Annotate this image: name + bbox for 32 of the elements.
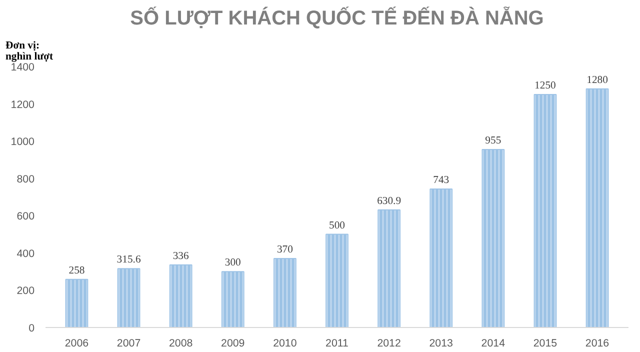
x-tick-label: 2015 (533, 338, 558, 350)
data-label: 315.6 (116, 254, 142, 266)
x-tick-label: 2013 (429, 338, 454, 350)
data-label: 300 (224, 258, 241, 269)
y-axis-title: Đơn vị: nghìn lượt (6, 40, 54, 62)
x-tick-label: 2014 (481, 338, 506, 350)
data-label: 955 (485, 135, 502, 146)
x-tick-label: 2008 (168, 338, 193, 350)
y-tick-label: 200 (16, 285, 35, 298)
x-tick-label: 2007 (116, 338, 141, 350)
data-label: 1280 (586, 74, 608, 86)
y-tick-label: 0 (28, 322, 35, 334)
data-label: 743 (433, 174, 450, 186)
x-tick-label: 2016 (585, 338, 610, 350)
y-tick-label: 1400 (10, 62, 35, 74)
x-tick-label: 2010 (273, 338, 297, 350)
x-tick-label: 2009 (221, 338, 245, 350)
data-label: 336 (172, 250, 190, 262)
y-tick-label: 600 (16, 210, 35, 223)
data-label: 1250 (534, 80, 556, 92)
y-tick-label: 400 (16, 248, 35, 260)
chart-title: SỐ LƯỢT KHÁCH QUỐC TẾ ĐẾN ĐÀ NẴNG (130, 6, 544, 30)
y-tick-label: 800 (16, 173, 35, 186)
x-tick-label: 2012 (377, 338, 401, 350)
x-tick-label: 2006 (64, 338, 89, 350)
data-label: 370 (276, 244, 293, 256)
y-tick-label: 1000 (10, 136, 35, 148)
data-label: 630.9 (377, 196, 402, 207)
data-label: 258 (68, 265, 85, 276)
y-tick-label: 1200 (10, 98, 35, 111)
x-tick-label: 2011 (326, 338, 349, 350)
data-label: 500 (329, 220, 345, 232)
